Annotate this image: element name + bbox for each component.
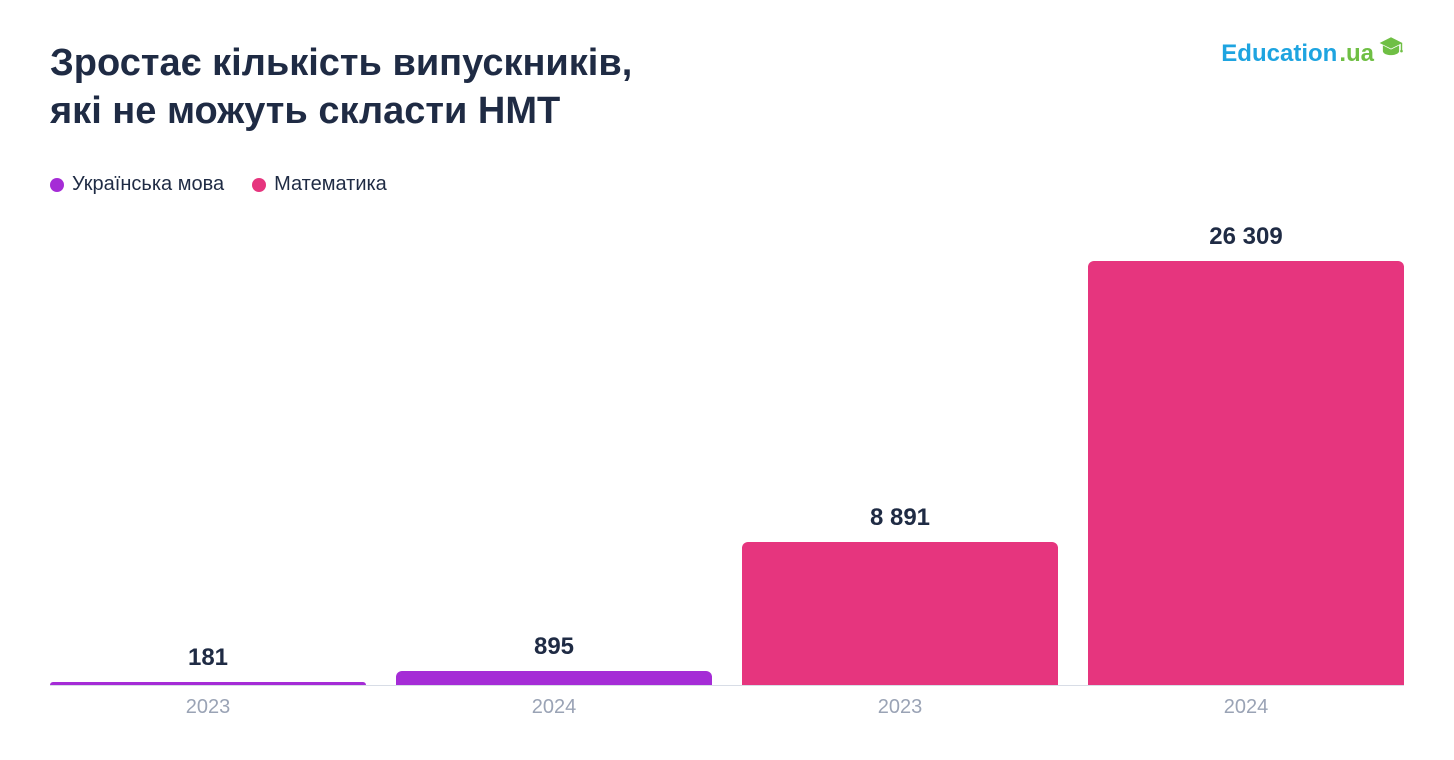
x-label: 2024 bbox=[1088, 686, 1404, 726]
bar bbox=[50, 682, 366, 685]
legend-label: Математика bbox=[274, 173, 387, 196]
legend-item-math: Математика bbox=[252, 173, 387, 196]
bar-col: 8 891 bbox=[742, 504, 1058, 685]
chart-title: Зростає кількість випускників,які не мож… bbox=[50, 40, 632, 135]
legend: Українська мова Математика bbox=[50, 173, 1404, 196]
bar-value-label: 8 891 bbox=[742, 504, 1058, 542]
bar bbox=[396, 671, 712, 685]
plot-area: 181 895 8 891 26 309 bbox=[50, 226, 1404, 686]
legend-swatch bbox=[50, 178, 64, 192]
bar-chart: 181 895 8 891 26 309 2023 2024 bbox=[50, 226, 1404, 726]
legend-item-ukrainian: Українська мова bbox=[50, 173, 224, 196]
bars-container: 181 895 8 891 26 309 bbox=[50, 226, 1404, 685]
bar-col: 181 bbox=[50, 644, 366, 685]
bar-value-label: 181 bbox=[50, 644, 366, 682]
x-label: 2023 bbox=[742, 686, 1058, 726]
bar bbox=[1088, 261, 1404, 685]
bar-value-label: 26 309 bbox=[1088, 223, 1404, 261]
x-label: 2024 bbox=[396, 686, 712, 726]
legend-label: Українська мова bbox=[72, 173, 224, 196]
brand-logo: Education.ua bbox=[1221, 40, 1404, 68]
bar-col: 895 bbox=[396, 633, 712, 685]
bar-col: 26 309 bbox=[1088, 223, 1404, 685]
logo-text-ua: .ua bbox=[1339, 40, 1374, 68]
x-axis-labels: 2023 2024 2023 2024 bbox=[50, 686, 1404, 726]
logo-text-education: Education bbox=[1221, 40, 1337, 68]
bar bbox=[742, 542, 1058, 685]
bar-value-label: 895 bbox=[396, 633, 712, 671]
graduation-cap-icon bbox=[1378, 34, 1404, 60]
legend-swatch bbox=[252, 178, 266, 192]
x-label: 2023 bbox=[50, 686, 366, 726]
